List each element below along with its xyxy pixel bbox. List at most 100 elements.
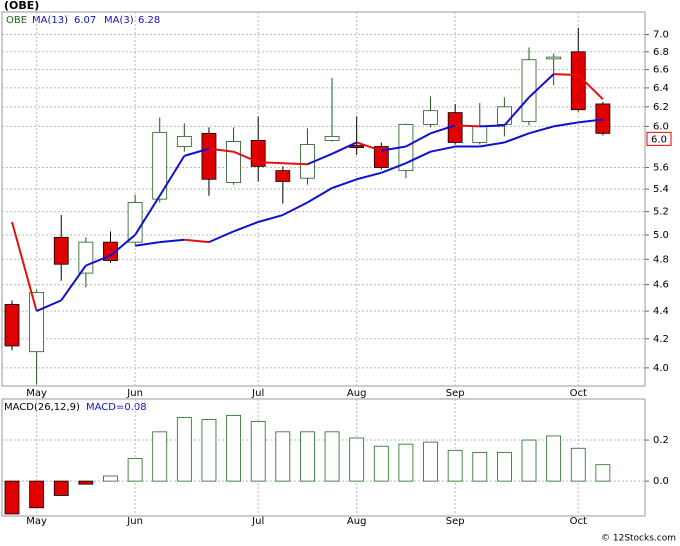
macd-bar (127, 458, 143, 482)
x-tick-label: May (26, 516, 47, 527)
ma-segment (528, 73, 555, 99)
y-tick-label: 6.8 (653, 47, 669, 58)
y-tick-label: 0.2 (653, 435, 669, 446)
macd-bar (275, 431, 291, 482)
ma-segment (504, 132, 530, 144)
macd-bar (4, 480, 20, 515)
ma-segment (184, 238, 210, 244)
ma-segment (479, 124, 505, 128)
macd-bar (324, 431, 340, 482)
ma-segment (208, 147, 234, 153)
ma-segment (158, 155, 186, 197)
x-tick-label: Oct (570, 516, 587, 527)
macd-bar (300, 431, 315, 482)
ma-segment (109, 234, 136, 257)
ma-segment (479, 141, 505, 148)
candle-body (201, 132, 217, 180)
x-tick-label: Sep (446, 388, 465, 399)
macd-bar (546, 435, 562, 482)
ma-segment (356, 141, 382, 152)
x-tick-label: Jul (251, 388, 264, 399)
ma-segment (577, 74, 604, 100)
candle-body (373, 146, 389, 168)
y-tick-label: 4.2 (653, 334, 669, 345)
ma-segment (553, 121, 579, 128)
ma-segment (578, 118, 603, 124)
ma-segment (430, 124, 456, 135)
y-tick-label: 6.2 (653, 102, 669, 113)
x-tick-label: Aug (347, 388, 367, 399)
ma-segment (85, 254, 111, 267)
candle-body (521, 59, 537, 122)
ma-segment (36, 299, 62, 313)
macd-bar (53, 480, 69, 496)
y-tick-label: 4.0 (653, 363, 669, 374)
candle-body (546, 56, 562, 60)
y-tick-label: 4.6 (653, 280, 669, 291)
macd-bar (373, 445, 389, 482)
candle-body (472, 125, 488, 143)
ma-segment (184, 147, 210, 157)
y-tick-label: 5.2 (653, 207, 669, 218)
ma-segment (356, 171, 382, 181)
macd-bar (250, 421, 266, 482)
ma-segment (307, 152, 333, 166)
macd-bar (349, 437, 365, 482)
candle-body (29, 292, 45, 353)
y-tick-label: 6.0 (653, 121, 669, 132)
macd-legend: MACD(26,12,9) (4, 402, 80, 413)
ma-segment (134, 195, 161, 236)
ma-segment (528, 125, 554, 135)
x-tick-label: May (26, 388, 47, 399)
legend-ma13: MA(13) (32, 15, 68, 26)
y-tick-label: 6.4 (653, 83, 669, 94)
ma-segment (134, 241, 160, 247)
ma-segment (60, 264, 87, 301)
macd-bar (447, 449, 463, 482)
y-tick-label: 4.4 (653, 306, 669, 317)
ma-segment (233, 150, 259, 164)
macd-bar (496, 451, 512, 482)
macd-bar (201, 419, 217, 482)
candle-body (4, 303, 20, 347)
candle-body (226, 141, 241, 183)
macd-bar (176, 417, 192, 482)
macd-bar (78, 480, 94, 485)
ma-segment (306, 187, 333, 204)
ma-segment (282, 162, 308, 166)
macd-bar (29, 480, 45, 509)
candle-body (275, 170, 291, 182)
x-tick-label: Oct (570, 388, 587, 399)
chart-title: (OBE) (4, 0, 39, 12)
y-tick-label: 5.4 (653, 184, 669, 195)
candle-body (53, 236, 69, 265)
ma-segment (380, 162, 407, 174)
ma-segment (503, 96, 530, 127)
ma-segment (11, 221, 38, 312)
macd-panel (1, 398, 646, 517)
macd-bar (423, 441, 438, 482)
candle-body (349, 145, 365, 148)
macd-legend-value: MACD=0.08 (86, 402, 147, 413)
macd-bar (398, 443, 414, 482)
y-tick-label: 5.0 (653, 230, 669, 241)
macd-bar (103, 475, 118, 482)
macd-bar (521, 439, 537, 482)
macd-bar (570, 447, 586, 482)
ma-segment (331, 141, 358, 155)
legend-ma3-value: 6.28 (138, 15, 160, 26)
legend-symbol: OBE (6, 15, 27, 26)
ma-segment (381, 145, 407, 152)
macd-bar (595, 464, 611, 482)
ma-segment (405, 150, 431, 165)
candle-body (78, 241, 94, 274)
ma-segment (233, 221, 259, 233)
candle-body (595, 103, 611, 134)
ma-segment (257, 214, 284, 223)
candle-body (423, 110, 438, 125)
candle-body (152, 131, 168, 200)
ma-segment (430, 145, 456, 153)
x-tick-label: Jul (251, 516, 264, 527)
ma-segment (455, 124, 480, 128)
y-tick-label: 4.8 (653, 254, 669, 265)
